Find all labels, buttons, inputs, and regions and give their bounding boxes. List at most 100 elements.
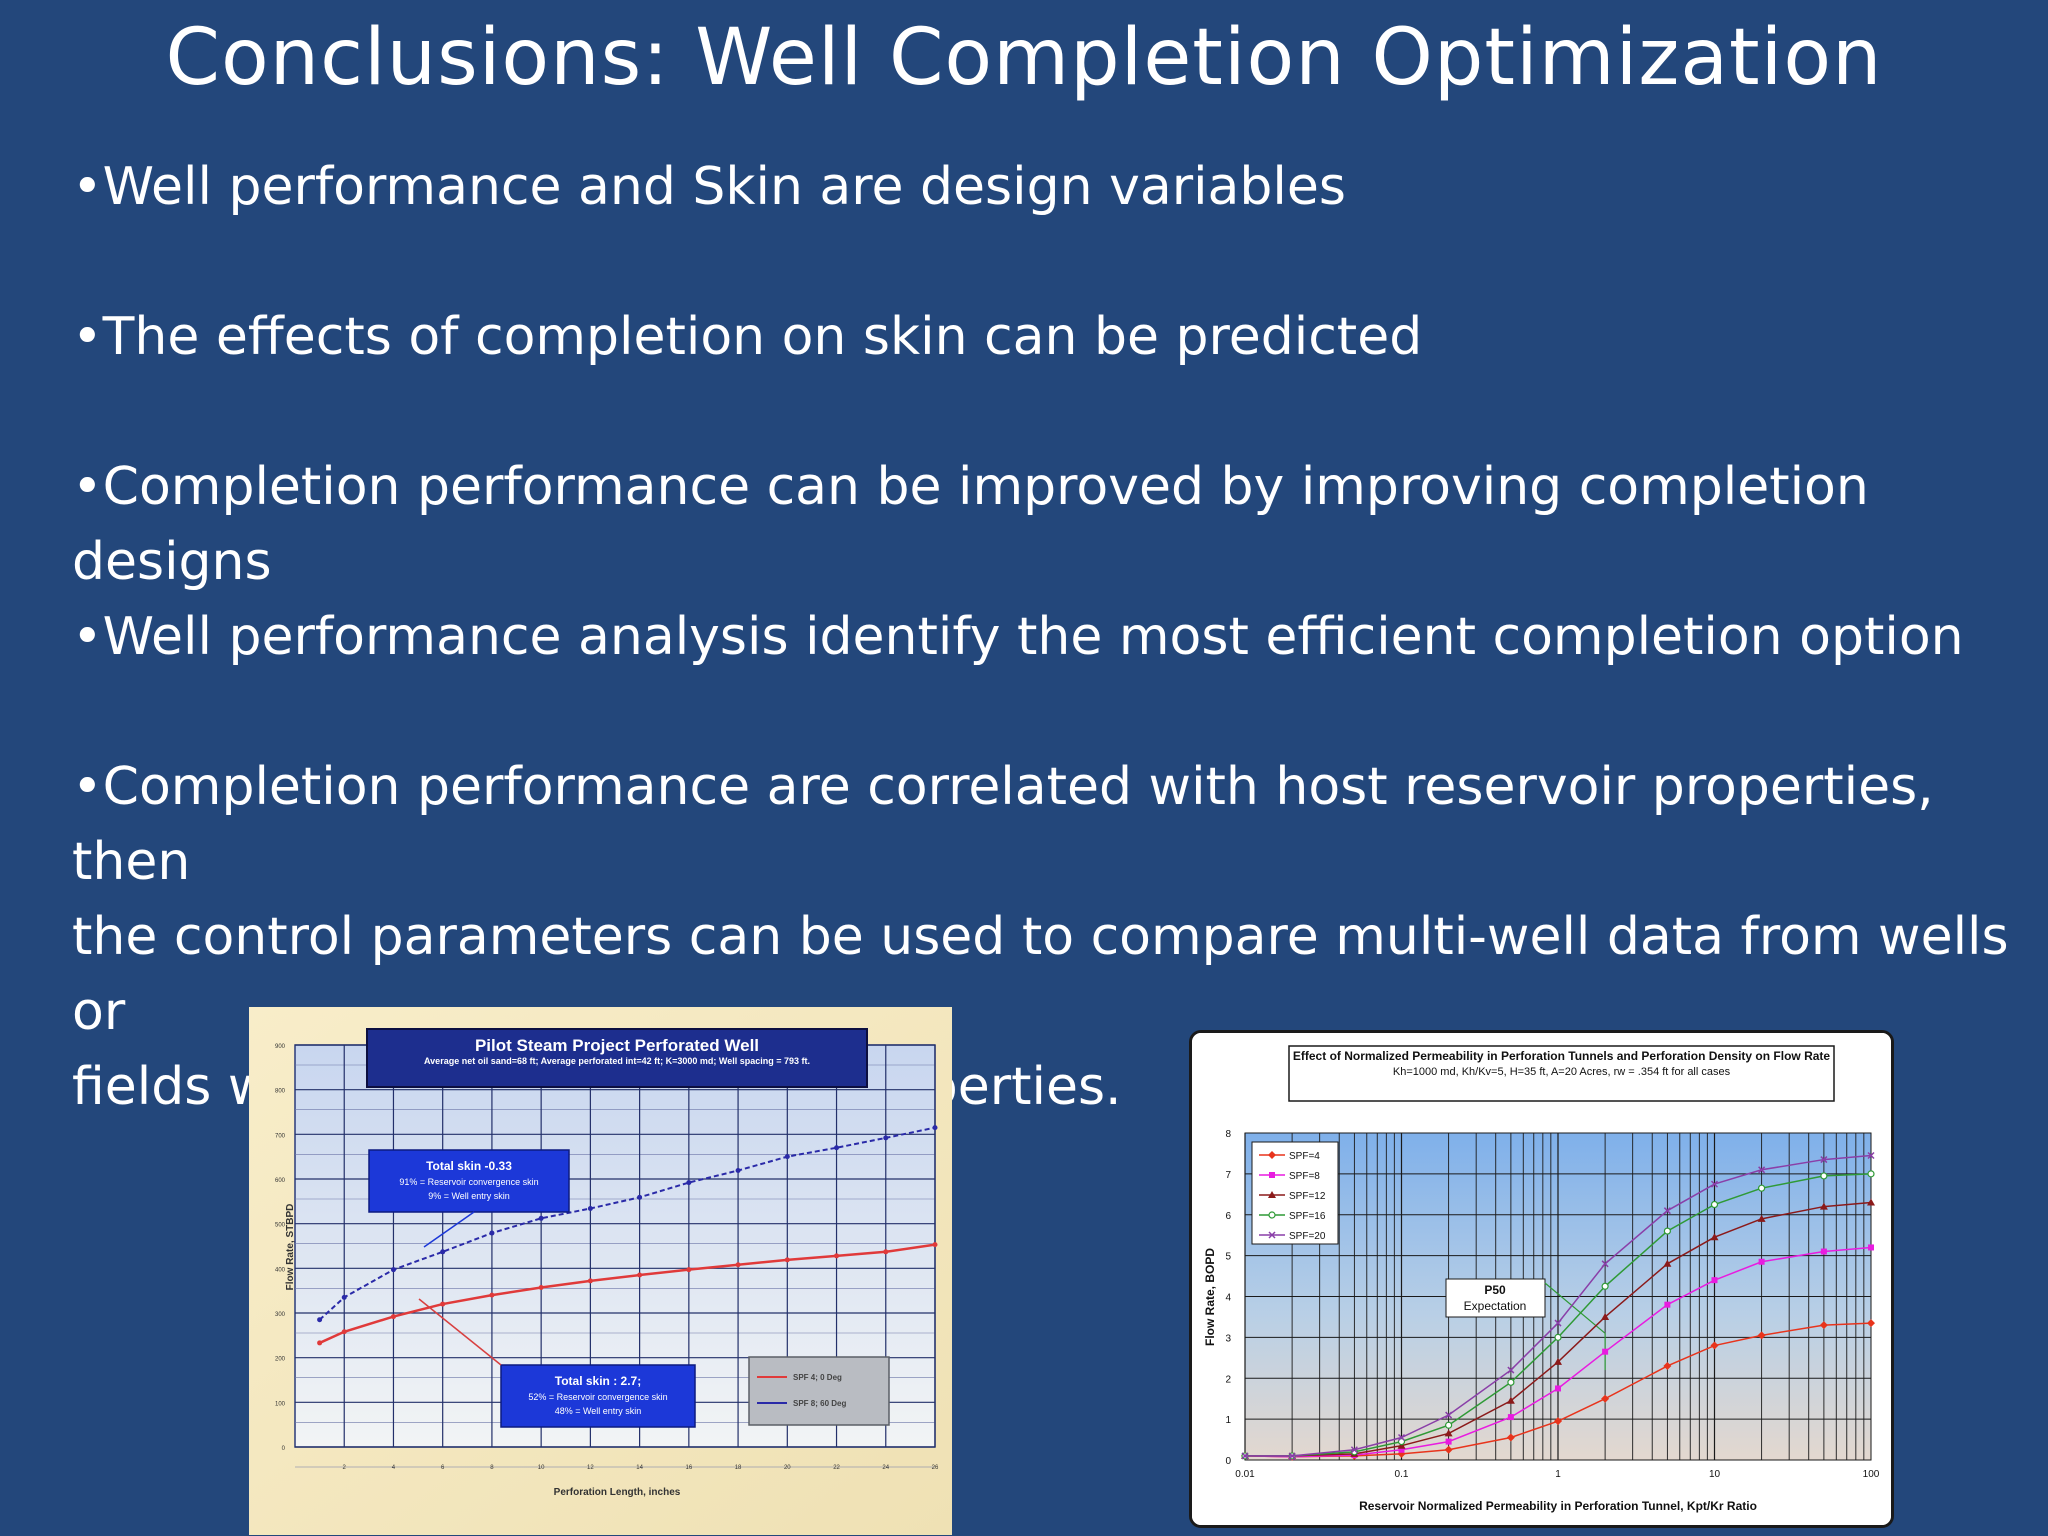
series-line: [318, 1126, 936, 1321]
data-point: [834, 1145, 840, 1151]
bullet-3: •Completion performance can be improved …: [72, 457, 1886, 592]
x-tick-label: 0.1: [1395, 1469, 1409, 1480]
y-tick-label: 4: [1225, 1293, 1231, 1304]
skin-annotation-1-title: Total skin -0.33: [426, 1159, 512, 1173]
data-point: [784, 1154, 790, 1160]
bullet-2: •The effects of completion on skin can b…: [72, 307, 1423, 367]
permeability-chart-svg: Effect of Normalized Permeability in Per…: [1192, 1033, 1891, 1525]
data-point: [341, 1329, 347, 1335]
data-point: [440, 1301, 446, 1307]
data-point: [1867, 1151, 1875, 1160]
data-point: [932, 1125, 938, 1131]
data-point: [1507, 1414, 1514, 1421]
y-tick-label: 300: [275, 1312, 286, 1318]
x-tick-label: 18: [735, 1465, 742, 1471]
data-point: [1554, 1333, 1562, 1341]
skin-annotation-2-line2: 48% = Well entry skin: [555, 1406, 642, 1416]
series-line: [319, 1243, 936, 1345]
x-tick-label: 6: [441, 1465, 445, 1471]
skin-annotation-2-leader: [418, 1298, 502, 1366]
data-point: [1819, 1202, 1828, 1210]
data-point: [1444, 1429, 1453, 1437]
data-point: [1601, 1260, 1609, 1268]
chart-subtitle: Average net oil sand=68 ft; Average perf…: [424, 1056, 810, 1066]
data-point: [1710, 1200, 1719, 1209]
data-point: [587, 1278, 593, 1284]
x-tick-label: 10: [538, 1465, 545, 1471]
y-tick-label: 2: [1225, 1374, 1231, 1385]
legend-label: SPF=4: [1289, 1151, 1320, 1162]
data-point: [1269, 1172, 1275, 1178]
data-point: [1868, 1244, 1874, 1251]
chart-title-box: [366, 1028, 868, 1088]
data-point: [317, 1317, 323, 1323]
bullet-4: •Well performance analysis identify the …: [72, 607, 1964, 667]
skin-annotation-1-line1: 91% = Reservoir convergence skin: [399, 1177, 538, 1187]
data-point: [587, 1205, 593, 1211]
data-point: [317, 1340, 323, 1346]
x-tick-label: 2: [343, 1465, 347, 1471]
chart-title: Pilot Steam Project Perforated Well: [475, 1036, 759, 1055]
y-tick-label: 0: [1225, 1456, 1231, 1467]
data-point: [538, 1215, 544, 1221]
data-point: [341, 1294, 347, 1300]
x-tick-label: 24: [882, 1465, 889, 1471]
y-axis-label: Flow Rate, STBPD: [285, 1204, 296, 1291]
y-tick-label: 200: [275, 1357, 286, 1363]
data-point: [834, 1253, 840, 1259]
skin-annotation-2-title: Total skin : 2.7;: [555, 1374, 641, 1388]
legend: [748, 1356, 890, 1426]
data-point: [784, 1257, 790, 1263]
data-point: [1820, 1172, 1828, 1180]
y-tick-label: 400: [275, 1267, 286, 1273]
data-point: [1555, 1385, 1561, 1392]
x-tick-label: 1: [1555, 1469, 1561, 1480]
x-tick-label: 20: [784, 1465, 791, 1471]
data-point: [1506, 1433, 1515, 1442]
legend-label: SPF=20: [1289, 1231, 1326, 1242]
data-point: [686, 1180, 692, 1186]
data-point: [1444, 1445, 1453, 1454]
data-point: [1397, 1438, 1406, 1446]
legend-label: SPF 8; 60 Deg: [793, 1399, 846, 1408]
permeability-chart: Effect of Normalized Permeability in Per…: [1189, 1030, 1894, 1528]
x-tick-label: 12: [587, 1465, 594, 1471]
p50-leader: [1544, 1282, 1606, 1334]
y-tick-label: 100: [275, 1401, 286, 1407]
skin-annotation-2-line1: 52% = Reservoir convergence skin: [528, 1392, 667, 1402]
data-point: [1867, 1319, 1875, 1328]
skin-annotation-2: [500, 1364, 696, 1428]
data-point: [883, 1135, 889, 1141]
data-point: [1664, 1301, 1671, 1308]
data-point: [1268, 1231, 1276, 1239]
y-tick-label: 7: [1225, 1170, 1231, 1181]
data-point: [1445, 1421, 1453, 1429]
data-point: [1601, 1312, 1610, 1320]
data-point: [390, 1314, 396, 1320]
data-point: [1710, 1180, 1719, 1188]
y-tick-label: 5: [1225, 1252, 1231, 1263]
x-axis-label: Perforation Length, inches: [554, 1487, 681, 1498]
data-point: [1506, 1396, 1515, 1404]
legend-label: SPF=8: [1289, 1171, 1320, 1182]
p50-annotation-line1: P50: [1484, 1283, 1506, 1297]
bullet-1: •Well performance and Skin are design va…: [72, 157, 1346, 217]
data-point: [1268, 1191, 1276, 1198]
y-tick-label: 900: [275, 1044, 286, 1050]
y-tick-label: 500: [275, 1223, 286, 1229]
data-point: [1398, 1446, 1405, 1453]
p50-annotation: [1445, 1278, 1546, 1318]
data-point: [1288, 1452, 1296, 1460]
y-tick-label: 0: [282, 1446, 286, 1452]
slide-title: Conclusions: Well Completion Optimizatio…: [165, 13, 1883, 103]
chart-title: Effect of Normalized Permeability in Per…: [1292, 1049, 1831, 1063]
data-point: [1757, 1214, 1766, 1222]
data-point: [390, 1267, 396, 1273]
data-point: [1397, 1433, 1406, 1442]
x-tick-label: 16: [686, 1465, 693, 1471]
data-point: [1758, 1184, 1766, 1192]
data-point: [1554, 1417, 1562, 1426]
skin-annotation-1-leader: [423, 1211, 475, 1248]
p50-annotation-line2: Expectation: [1464, 1299, 1527, 1313]
